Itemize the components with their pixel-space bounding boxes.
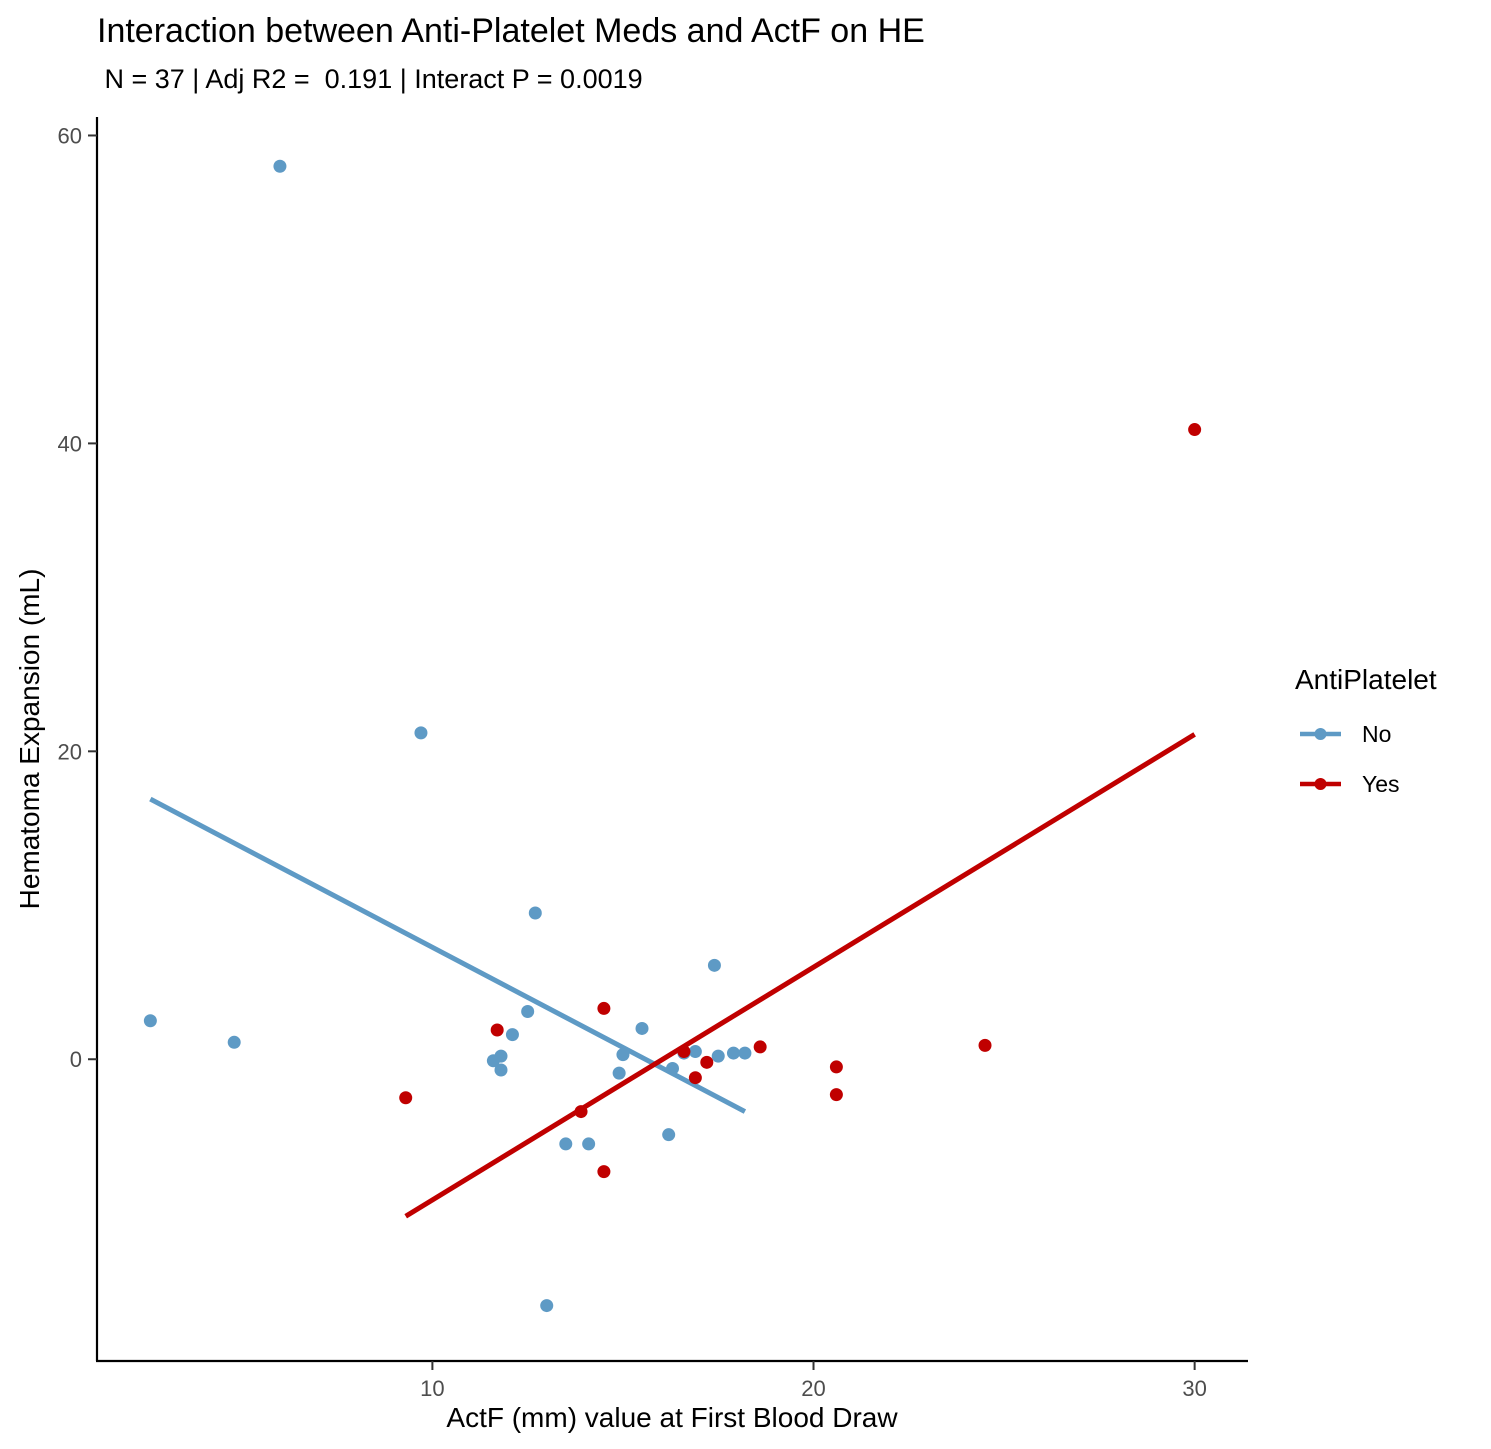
data-point-yes xyxy=(399,1091,413,1105)
legend-key-no-marker xyxy=(1314,728,1327,740)
data-point-no xyxy=(582,1137,596,1151)
data-point-no xyxy=(616,1048,630,1062)
data-point-no xyxy=(559,1137,573,1151)
legend-item-no: No xyxy=(1300,721,1391,747)
y-tick-label: 0 xyxy=(70,1047,82,1072)
data-point-no xyxy=(738,1046,752,1060)
data-point-no xyxy=(711,1049,725,1063)
axes xyxy=(95,117,1248,1363)
data-point-no xyxy=(612,1066,626,1080)
legend-key-yes-marker xyxy=(1314,778,1327,790)
data-point-yes xyxy=(490,1023,504,1037)
chart-subtitle: N = 37 | Adj R2 = 0.191 | Interact P = 0… xyxy=(97,64,643,94)
data-point-no xyxy=(635,1021,649,1035)
legend-label-no: No xyxy=(1362,721,1391,747)
legend-label-yes: Yes xyxy=(1362,771,1400,797)
data-point-no xyxy=(273,159,287,173)
data-point-no xyxy=(540,1299,554,1313)
data-point-yes xyxy=(978,1038,992,1052)
data-point-yes xyxy=(753,1040,767,1054)
fit-line-yes xyxy=(404,732,1196,1219)
data-point-yes xyxy=(574,1105,588,1119)
x-tick-label: 10 xyxy=(420,1376,444,1401)
data-point-no xyxy=(666,1061,679,1075)
legend-title: AntiPlatelet xyxy=(1295,664,1437,695)
data-point-no xyxy=(414,726,428,740)
data-point-yes xyxy=(688,1071,702,1085)
data-point-yes xyxy=(829,1060,843,1074)
y-tick-label: 60 xyxy=(58,123,82,148)
data-point-no xyxy=(505,1028,519,1042)
data-point-yes xyxy=(597,1165,611,1179)
data-point-no xyxy=(662,1128,676,1142)
x-axis-label: ActF (mm) value at First Blood Draw xyxy=(446,1402,898,1433)
data-point-no xyxy=(143,1014,157,1028)
data-point-no xyxy=(726,1046,740,1060)
data-point-no xyxy=(521,1005,535,1019)
fit-line-no xyxy=(149,796,747,1114)
data-point-yes xyxy=(829,1088,843,1102)
fit-lines xyxy=(149,732,1196,1219)
data-point-yes xyxy=(677,1045,691,1059)
data-point-yes xyxy=(700,1055,714,1069)
data-point-yes xyxy=(1188,423,1202,437)
data-point-no xyxy=(227,1035,241,1049)
x-ticks: 10 20 30 xyxy=(420,1361,1207,1401)
chart-title: Interaction between Anti-Platelet Meds a… xyxy=(97,12,925,50)
y-axis-label: Hematoma Expansion (mL) xyxy=(14,569,45,910)
legend: AntiPlatelet No Yes xyxy=(1295,664,1437,797)
data-points xyxy=(143,159,1202,1313)
y-ticks: 0 20 40 60 xyxy=(58,123,97,1072)
data-point-no xyxy=(528,906,542,920)
y-tick-label: 20 xyxy=(58,739,82,764)
data-point-no xyxy=(707,958,721,972)
legend-item-yes: Yes xyxy=(1300,771,1400,797)
data-point-yes xyxy=(597,1001,611,1015)
data-point-no xyxy=(494,1049,508,1063)
x-tick-label: 30 xyxy=(1182,1376,1206,1401)
data-point-no xyxy=(494,1063,508,1077)
y-tick-label: 40 xyxy=(58,431,82,456)
x-tick-label: 20 xyxy=(801,1376,825,1401)
data-point-no xyxy=(688,1045,702,1059)
